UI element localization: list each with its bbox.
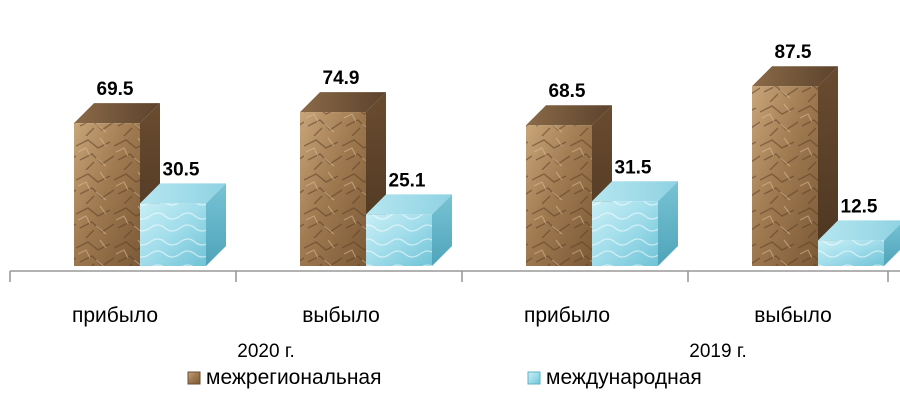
data-label: 31.5 bbox=[615, 157, 652, 178]
data-label: 87.5 bbox=[775, 42, 812, 63]
data-label: 68.5 bbox=[549, 81, 586, 102]
bar-texture bbox=[592, 201, 658, 266]
bar-top bbox=[140, 183, 226, 204]
bar-top bbox=[366, 194, 452, 215]
data-label: 25.1 bbox=[389, 170, 426, 191]
bar-texture bbox=[526, 125, 592, 266]
bar bbox=[74, 103, 160, 267]
data-label: 12.5 bbox=[841, 196, 878, 217]
legend-item: международная bbox=[527, 366, 702, 389]
bar-side bbox=[432, 194, 452, 266]
data-label: 30.5 bbox=[163, 159, 200, 180]
legend-label: межрегиональная bbox=[206, 366, 381, 389]
data-labels: 69.5 30.5 74.9 25.1 68.5 31.5 87.5 12.5 bbox=[97, 42, 878, 217]
group-label: 2019 г. bbox=[689, 341, 746, 362]
bar-texture bbox=[366, 214, 432, 266]
data-label: 69.5 bbox=[97, 79, 134, 100]
bar-top bbox=[592, 181, 678, 202]
category-label: выбыло bbox=[302, 304, 380, 327]
bar bbox=[752, 66, 838, 266]
category-label: прибыло bbox=[72, 304, 158, 327]
bar-top bbox=[752, 66, 838, 87]
x-axis bbox=[9, 270, 900, 282]
category-label: прибыло bbox=[524, 304, 610, 327]
data-label: 74.9 bbox=[323, 68, 360, 89]
category-label: выбыло bbox=[754, 304, 832, 327]
bar bbox=[818, 220, 900, 266]
bar bbox=[592, 181, 678, 266]
legend-label: международная bbox=[546, 366, 702, 389]
bar-side bbox=[884, 224, 900, 266]
bar-top bbox=[300, 92, 386, 113]
bar-top bbox=[526, 105, 612, 126]
group-label: 2020 г. bbox=[237, 341, 294, 362]
bar bbox=[140, 183, 226, 266]
category-labels: прибыло выбыло прибыло выбыло 2020 г. 2019 г. bbox=[72, 304, 832, 362]
legend: межрегиональная международная bbox=[187, 366, 702, 389]
bar-top bbox=[818, 220, 900, 241]
bar-side bbox=[206, 183, 226, 266]
bar-texture bbox=[300, 112, 366, 266]
bar-texture bbox=[140, 203, 206, 266]
legend-swatch bbox=[187, 371, 201, 385]
legend-item: межрегиональная bbox=[187, 366, 381, 389]
bars bbox=[74, 66, 900, 267]
bar-texture bbox=[752, 86, 818, 266]
legend-swatch bbox=[527, 371, 541, 385]
bar-side bbox=[818, 66, 838, 266]
bar-side bbox=[658, 181, 678, 266]
bar-texture bbox=[74, 123, 140, 267]
bar-top bbox=[74, 103, 160, 124]
bar-texture bbox=[818, 240, 884, 266]
bar bbox=[366, 194, 452, 266]
